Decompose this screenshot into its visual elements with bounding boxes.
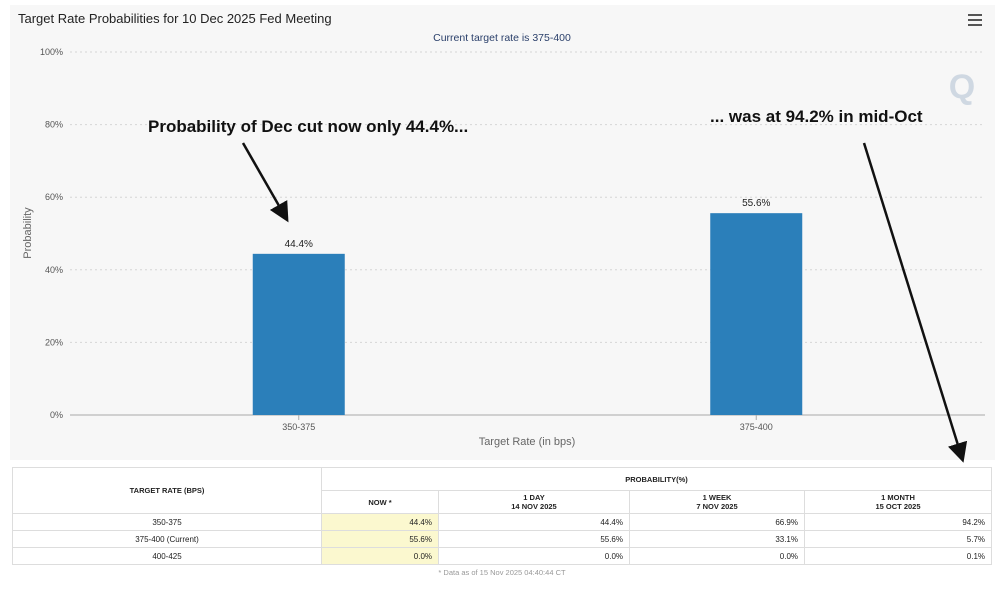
y-tick-label: 80% bbox=[45, 120, 63, 130]
table-note-row: * Data as of 15 Nov 2025 04:40:44 CT bbox=[13, 565, 992, 580]
table-row: 350-375 44.4% 44.4% 66.9% 94.2% bbox=[12, 513, 992, 531]
table-row: 400-425 0.0% 0.0% 0.0% 0.1% bbox=[12, 547, 992, 565]
annotation-arrow bbox=[241, 142, 289, 223]
cell-1month: 94.2% bbox=[804, 513, 992, 531]
y-axis-title: Probability bbox=[22, 207, 34, 259]
row-rate: 350-375 bbox=[12, 513, 322, 531]
y-tick-label: 40% bbox=[45, 265, 63, 275]
probability-table: TARGET RATE (BPS) PROBABILITY(%) NOW * 1… bbox=[12, 467, 992, 579]
row-rate: 400-425 bbox=[12, 547, 322, 565]
x-axis-title: Target Rate (in bps) bbox=[479, 436, 576, 448]
col-header-1week: 1 WEEK 7 NOV 2025 bbox=[629, 490, 805, 514]
cell-1day: 55.6% bbox=[438, 530, 630, 548]
cell-1week: 0.0% bbox=[629, 547, 805, 565]
cell-1week: 66.9% bbox=[629, 513, 805, 531]
cell-1month: 5.7% bbox=[804, 530, 992, 548]
x-tick-label: 350-375 bbox=[282, 422, 315, 432]
y-tick-label: 100% bbox=[40, 47, 63, 57]
cell-now: 44.4% bbox=[321, 513, 439, 531]
table-header-row: TARGET RATE (BPS) PROBABILITY(%) bbox=[12, 467, 992, 514]
y-tick-label: 20% bbox=[45, 337, 63, 347]
col-header-1month: 1 MONTH 15 OCT 2025 bbox=[804, 490, 992, 514]
chart-subtitle: Current target rate is 375-400 bbox=[433, 32, 571, 44]
table-row: 375-400 (Current) 55.6% 55.6% 33.1% 5.7% bbox=[12, 530, 992, 548]
probability-header: PROBABILITY(%) bbox=[321, 467, 992, 491]
row-rate: 375-400 (Current) bbox=[12, 530, 322, 548]
data-timestamp-note: * Data as of 15 Nov 2025 04:40:44 CT bbox=[438, 567, 566, 577]
cell-1day: 44.4% bbox=[438, 513, 630, 531]
cell-1month: 0.1% bbox=[804, 547, 992, 565]
y-tick-label: 0% bbox=[50, 410, 63, 420]
bar-data-label: 55.6% bbox=[742, 198, 770, 209]
chart-svg: 0% 20% 40% 60% 80% 100% Current target rate is… bbox=[22, 32, 985, 463]
col-header-1day: 1 DAY 14 NOV 2025 bbox=[438, 490, 630, 514]
table-subheader-row: NOW * 1 DAY 14 NOV 2025 1 WEEK 7 NOV 2025 … bbox=[13, 490, 992, 514]
bar-data-label: 44.4% bbox=[285, 239, 313, 250]
y-tick-label: 60% bbox=[45, 192, 63, 202]
cell-now: 0.0% bbox=[321, 547, 439, 565]
rate-header: TARGET RATE (BPS) bbox=[12, 467, 322, 514]
hamburger-icon[interactable] bbox=[968, 14, 982, 26]
bar bbox=[710, 213, 803, 415]
annotation-mid-oct: ... was at 94.2% in mid-Oct bbox=[710, 107, 923, 126]
cell-1week: 33.1% bbox=[629, 530, 805, 548]
watermark-logo: Q bbox=[949, 68, 975, 106]
annotation-dec-cut: Probability of Dec cut now only 44.4%... bbox=[148, 117, 468, 136]
chart-title: Target Rate Probabilities for 10 Dec 202… bbox=[18, 11, 332, 26]
cell-now: 55.6% bbox=[321, 530, 439, 548]
chart-panel bbox=[10, 5, 995, 460]
annotation-arrow bbox=[862, 142, 968, 463]
bar bbox=[252, 253, 345, 415]
x-tick-label: 375-400 bbox=[740, 422, 773, 432]
col-header-now: NOW * bbox=[321, 490, 439, 514]
cell-1day: 0.0% bbox=[438, 547, 630, 565]
